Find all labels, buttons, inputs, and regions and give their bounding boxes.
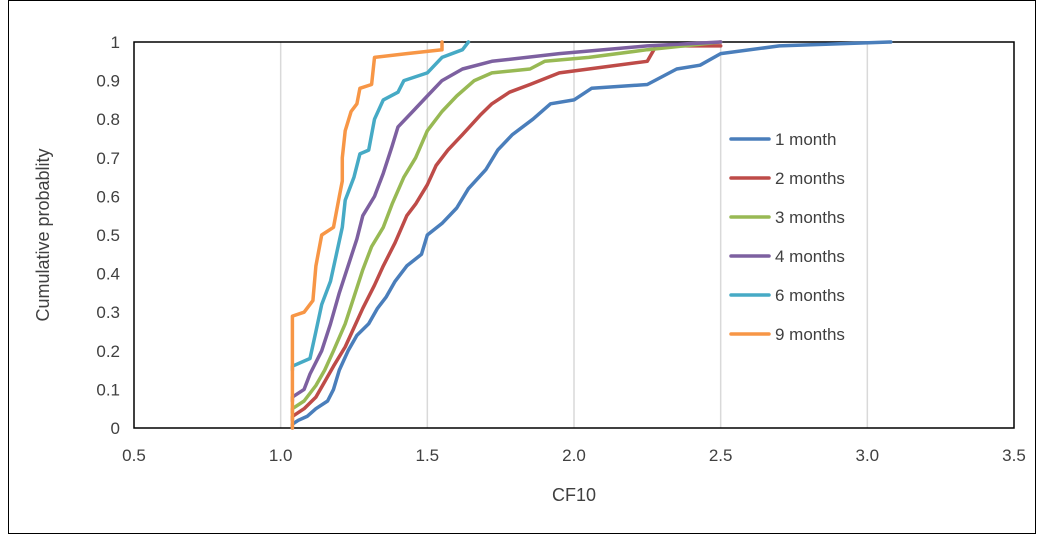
y-axis-tick-labels: 0 0.1 0.2 0.3 0.4 0.5 0.6 0.7 0.8 0.9 1 [96,33,120,438]
series-line-2-months [290,44,723,423]
legend-entry: 6 months [775,286,845,305]
series-line-6-months [290,40,471,372]
legend-entry: 1 month [775,130,836,149]
x-tick-label: 2.0 [562,446,586,465]
x-tick-label: 1.0 [269,446,293,465]
y-tick-label: 0.1 [96,380,120,399]
series-layer [290,40,893,430]
series-line-3-months [290,40,723,415]
y-tick-label: 0 [111,419,120,438]
plot-area-border [133,41,1015,429]
series-line-1-month [290,40,893,430]
legend-entry: 3 months [775,208,845,227]
legend-entry: 4 months [775,247,845,266]
series-line-4-months [290,40,723,403]
y-tick-label: 0.5 [96,226,120,245]
x-tick-label: 2.5 [709,446,733,465]
y-tick-label: 0.9 [96,72,120,91]
legend-entry: 9 months [775,325,845,344]
series-line-9-months [290,40,444,430]
x-tick-label: 3.0 [856,446,880,465]
x-tick-label: 3.5 [1002,446,1026,465]
x-axis-tick-labels: 0.5 1.0 1.5 2.0 2.5 3.0 3.5 [122,446,1026,465]
cdf-line-chart: 0.5 1.0 1.5 2.0 2.5 3.0 3.5 00.10.20.30.40.50.… [33,33,1026,505]
chart-frame: 0.5 1.0 1.5 2.0 2.5 3.0 3.5 0 0.1 0.2 0.3 0.4 0.5 0.… [8,0,1036,534]
x-axis-title: CF10 [552,485,596,505]
y-tick-label: 0.3 [96,303,120,322]
y-tick-label: 0.2 [96,342,120,361]
y-tick-label: 1 [111,33,120,52]
legend-entry: 2 months [775,169,845,188]
y-axis-title: Cumulative probablity [33,148,53,321]
y-tick-label: 0.6 [96,187,120,206]
x-tick-label: 0.5 [122,446,146,465]
legend: 1 month 2 months 3 months 4 months 6 months 9… [729,130,845,344]
x-tick-label: 1.5 [416,446,440,465]
gridlines [279,42,869,428]
y-tick-label: 0.7 [96,149,120,168]
y-tick-label: 0.4 [96,265,120,284]
y-tick-label: 0.8 [96,110,120,129]
